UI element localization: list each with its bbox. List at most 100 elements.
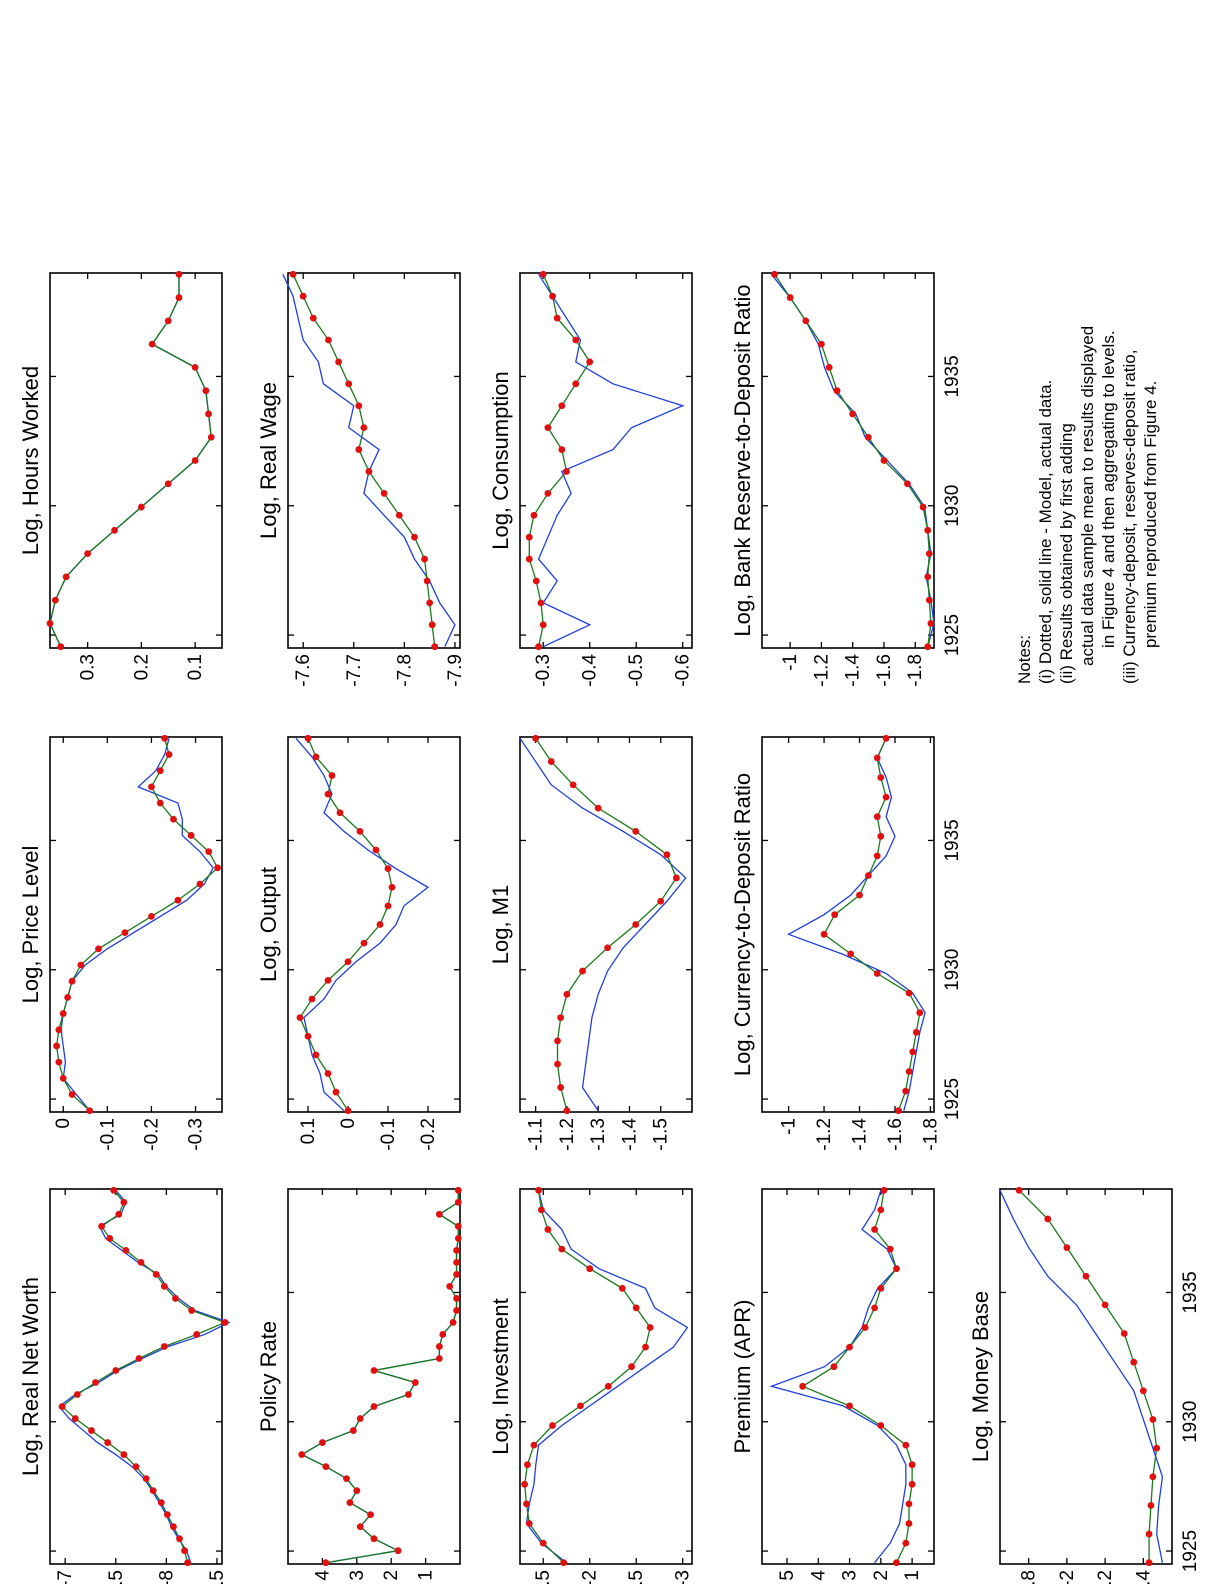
- series-model-point: [646, 1324, 654, 1331]
- series-actual-line: [787, 738, 926, 1111]
- series-model-point: [55, 1026, 63, 1034]
- y-tick-label: 3: [347, 1570, 368, 1581]
- series-model-point: [544, 424, 552, 432]
- series-model-point: [110, 1186, 118, 1194]
- panel-1: Log, Real Net Worth -7 -7.5 -8 -8.5: [18, 1186, 231, 1584]
- series-actual-line: [282, 274, 456, 647]
- panel-frame: [49, 1188, 223, 1565]
- notes-line: (ii) Results obtained by first adding: [1057, 423, 1076, 684]
- y-tick-label: -2.4: [1133, 1570, 1154, 1584]
- series-model-point: [453, 1246, 460, 1254]
- series-model-point: [122, 1246, 130, 1254]
- series-model-point: [537, 599, 545, 607]
- series-model-point: [355, 402, 363, 410]
- series-model-point: [55, 1058, 63, 1066]
- series-model-point: [439, 1331, 447, 1338]
- panel-title: Premium (APR): [730, 1299, 755, 1453]
- series-model-point: [908, 1461, 916, 1469]
- notes-line: (i) Dotted, solid line - Model, actual d…: [1036, 380, 1055, 684]
- y-tick-label: -0.2: [418, 1118, 439, 1151]
- series-model-point: [893, 1559, 900, 1567]
- series-model-point: [449, 1319, 457, 1326]
- series-model-point: [59, 1074, 67, 1082]
- series-model-point: [160, 1282, 168, 1290]
- series-model-point: [188, 1307, 196, 1314]
- y-tick-label: 4: [312, 1570, 333, 1581]
- series-model-point: [157, 1499, 165, 1507]
- series-model-point: [537, 1206, 545, 1214]
- series-model-point: [202, 387, 210, 395]
- series-model-point: [856, 891, 863, 899]
- series-model-point: [170, 1523, 177, 1531]
- panel-title: Log, Output: [256, 867, 281, 982]
- panel-title: Log, Consumption: [488, 371, 513, 550]
- series-model-point: [572, 336, 580, 344]
- y-tick-label: -1.3: [588, 1118, 609, 1151]
- series-model-point: [924, 573, 932, 581]
- y-tick-label: -2: [1057, 1570, 1078, 1584]
- series-model-point: [367, 1511, 374, 1519]
- series-model-point: [324, 976, 332, 984]
- series-model-line: [55, 738, 219, 1112]
- series-model-point: [924, 526, 932, 534]
- y-tick-label: -0.3: [533, 654, 554, 687]
- series-actual-line: [60, 738, 214, 1112]
- series-model-point: [156, 799, 164, 807]
- series-model-point: [532, 577, 540, 585]
- series-model-point: [86, 1107, 94, 1115]
- y-tick-label: -0.4: [580, 654, 601, 687]
- y-tick-label: -7: [55, 1570, 76, 1584]
- series-model-point: [299, 292, 307, 300]
- series-model-line: [823, 738, 921, 1111]
- panel-2: Log, Price Level 0 -0.1 -0.2 -0.3: [18, 734, 223, 1151]
- series-model-point: [558, 1245, 566, 1253]
- series-model-point: [53, 1042, 61, 1050]
- x-tick-label: 1930: [942, 949, 963, 991]
- series-model-point: [1149, 1416, 1157, 1423]
- series-model-point: [431, 643, 439, 651]
- series-actual-line: [300, 1190, 459, 1564]
- series-model-point: [59, 1010, 67, 1017]
- series-model-point: [877, 1284, 885, 1292]
- y-tick-label: -0.1: [97, 1118, 118, 1151]
- series-model-point: [558, 446, 566, 453]
- series-model-point: [544, 489, 552, 497]
- series-model-point: [160, 1343, 168, 1350]
- x-tick-label: 1930: [1180, 1401, 1201, 1443]
- series-model-point: [902, 1087, 910, 1095]
- series-model-point: [120, 1198, 128, 1206]
- panel-5: Log, Output 0.1 0 -0.1 -0.2: [256, 734, 461, 1151]
- series-model-point: [191, 457, 199, 464]
- series-model-point: [558, 402, 566, 410]
- series-model-point: [871, 1226, 878, 1233]
- series-model-point: [925, 550, 933, 558]
- y-tick-label: -1.2: [811, 654, 832, 687]
- series-model-point: [115, 1210, 123, 1218]
- series-model-line: [61, 1189, 227, 1563]
- series-model-point: [632, 1304, 640, 1312]
- series-model-point: [886, 1245, 894, 1253]
- series-model-point: [384, 902, 392, 910]
- panel-11: Log, Currency-to-Deposit Ratio -1 -1.2 -1.4…: [730, 734, 963, 1151]
- panel-8: Log, M1 -1.1 -1.2 -1.3 -1.4 -1.5: [488, 734, 693, 1151]
- series-model-point: [530, 1441, 538, 1449]
- series-model-point: [405, 1391, 412, 1398]
- series-model-point: [214, 864, 221, 872]
- series-model-point: [148, 783, 155, 791]
- series-model-point: [46, 620, 54, 627]
- series-model-point: [818, 340, 825, 348]
- y-tick-label: 2: [871, 1570, 892, 1581]
- series-model-point: [426, 599, 434, 607]
- series-model-point: [604, 1382, 612, 1390]
- series-model-point: [530, 511, 538, 519]
- series-model-point: [532, 734, 540, 742]
- series-model-point: [394, 1547, 402, 1555]
- series-model-point: [84, 550, 92, 558]
- series-model-point: [873, 852, 881, 860]
- panel-frame: [761, 1188, 935, 1565]
- y-tick-label: -1.4: [843, 654, 864, 687]
- y-tick-label: -1.8: [920, 1118, 941, 1151]
- series-model-point: [905, 1520, 913, 1527]
- series-model-point: [454, 1186, 462, 1194]
- series-model-point: [880, 457, 888, 464]
